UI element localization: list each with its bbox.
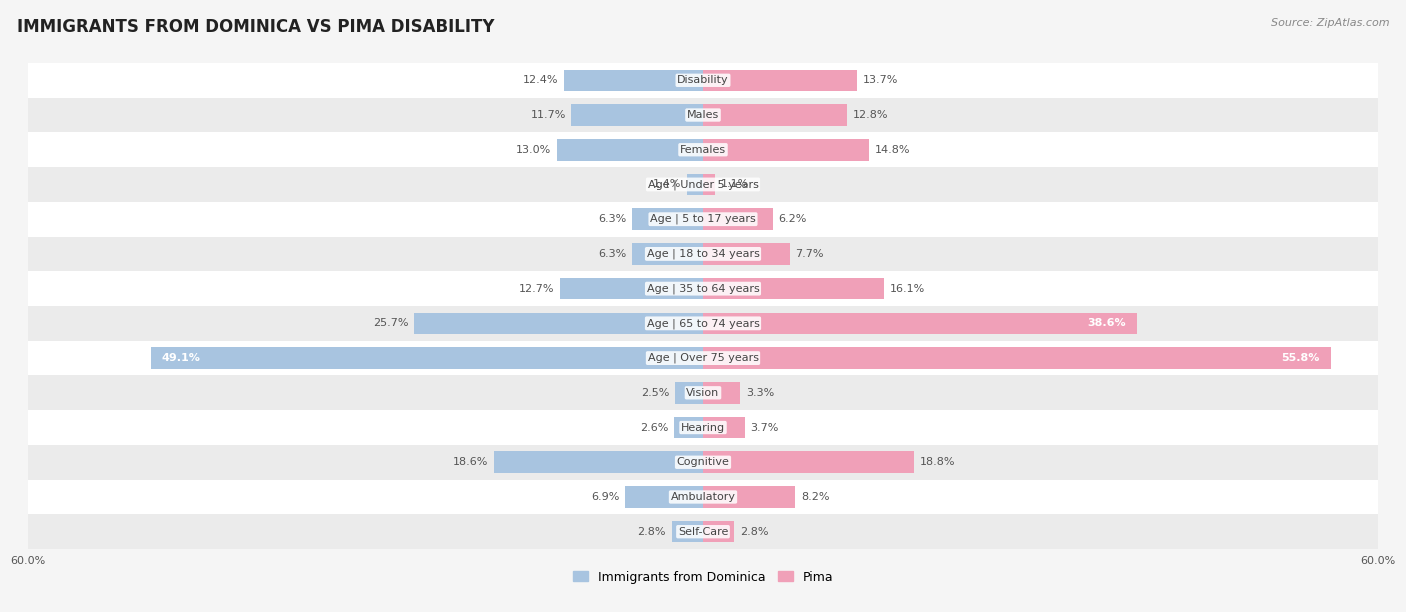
Bar (703, 174, 716, 195)
Text: 6.3%: 6.3% (599, 249, 627, 259)
Bar (557, 139, 703, 160)
Bar (703, 521, 734, 542)
Text: 25.7%: 25.7% (373, 318, 408, 329)
Text: 18.6%: 18.6% (453, 457, 488, 467)
Text: Ambulatory: Ambulatory (671, 492, 735, 502)
Bar (703, 382, 740, 403)
Bar (28, 445, 1378, 480)
Text: 14.8%: 14.8% (875, 145, 911, 155)
Text: 55.8%: 55.8% (1281, 353, 1319, 363)
Text: Age | 18 to 34 years: Age | 18 to 34 years (647, 248, 759, 259)
Text: 6.2%: 6.2% (779, 214, 807, 224)
Bar (413, 313, 703, 334)
Bar (28, 237, 1378, 271)
Legend: Immigrants from Dominica, Pima: Immigrants from Dominica, Pima (568, 565, 838, 589)
Text: 13.0%: 13.0% (516, 145, 551, 155)
Text: 3.7%: 3.7% (751, 422, 779, 433)
Text: 18.8%: 18.8% (920, 457, 956, 467)
Bar (672, 521, 703, 542)
Text: 12.4%: 12.4% (523, 75, 558, 85)
Text: Age | Under 5 years: Age | Under 5 years (648, 179, 758, 190)
Bar (571, 104, 703, 126)
Bar (703, 348, 1330, 369)
Text: 1.4%: 1.4% (654, 179, 682, 190)
Text: Disability: Disability (678, 75, 728, 85)
Text: Males: Males (688, 110, 718, 120)
Bar (28, 167, 1378, 202)
Bar (28, 132, 1378, 167)
Text: 2.8%: 2.8% (740, 527, 769, 537)
Bar (28, 514, 1378, 549)
Bar (28, 410, 1378, 445)
Text: 6.9%: 6.9% (592, 492, 620, 502)
Text: 3.3%: 3.3% (745, 388, 773, 398)
Bar (28, 375, 1378, 410)
Bar (28, 306, 1378, 341)
Text: Age | 65 to 74 years: Age | 65 to 74 years (647, 318, 759, 329)
Text: 2.8%: 2.8% (637, 527, 666, 537)
Bar (633, 209, 703, 230)
Bar (633, 243, 703, 264)
Text: 12.7%: 12.7% (519, 283, 554, 294)
Bar (28, 480, 1378, 514)
Bar (28, 341, 1378, 375)
Bar (673, 417, 703, 438)
Text: Source: ZipAtlas.com: Source: ZipAtlas.com (1271, 18, 1389, 28)
Text: Age | 5 to 17 years: Age | 5 to 17 years (650, 214, 756, 225)
Bar (703, 486, 796, 508)
Bar (675, 382, 703, 403)
Text: 6.3%: 6.3% (599, 214, 627, 224)
Text: 38.6%: 38.6% (1087, 318, 1126, 329)
Text: 12.8%: 12.8% (852, 110, 889, 120)
Bar (703, 139, 869, 160)
Bar (626, 486, 703, 508)
Bar (494, 452, 703, 473)
Text: Vision: Vision (686, 388, 720, 398)
Bar (703, 417, 745, 438)
Bar (28, 98, 1378, 132)
Text: IMMIGRANTS FROM DOMINICA VS PIMA DISABILITY: IMMIGRANTS FROM DOMINICA VS PIMA DISABIL… (17, 18, 495, 36)
Text: Age | Over 75 years: Age | Over 75 years (648, 353, 758, 364)
Bar (703, 70, 858, 91)
Bar (564, 70, 703, 91)
Text: 11.7%: 11.7% (530, 110, 565, 120)
Bar (150, 348, 703, 369)
Text: 16.1%: 16.1% (890, 283, 925, 294)
Text: 1.1%: 1.1% (721, 179, 749, 190)
Text: 7.7%: 7.7% (796, 249, 824, 259)
Bar (703, 278, 884, 299)
Bar (688, 174, 703, 195)
Bar (703, 209, 773, 230)
Bar (28, 271, 1378, 306)
Text: 49.1%: 49.1% (162, 353, 201, 363)
Bar (560, 278, 703, 299)
Bar (28, 63, 1378, 98)
Text: 13.7%: 13.7% (863, 75, 898, 85)
Text: Hearing: Hearing (681, 422, 725, 433)
Text: 8.2%: 8.2% (801, 492, 830, 502)
Bar (703, 104, 846, 126)
Text: 2.6%: 2.6% (640, 422, 668, 433)
Bar (703, 243, 790, 264)
Text: Females: Females (681, 145, 725, 155)
Bar (703, 313, 1137, 334)
Text: Age | 35 to 64 years: Age | 35 to 64 years (647, 283, 759, 294)
Bar (703, 452, 914, 473)
Text: Self-Care: Self-Care (678, 527, 728, 537)
Text: Cognitive: Cognitive (676, 457, 730, 467)
Text: 2.5%: 2.5% (641, 388, 669, 398)
Bar (28, 202, 1378, 237)
